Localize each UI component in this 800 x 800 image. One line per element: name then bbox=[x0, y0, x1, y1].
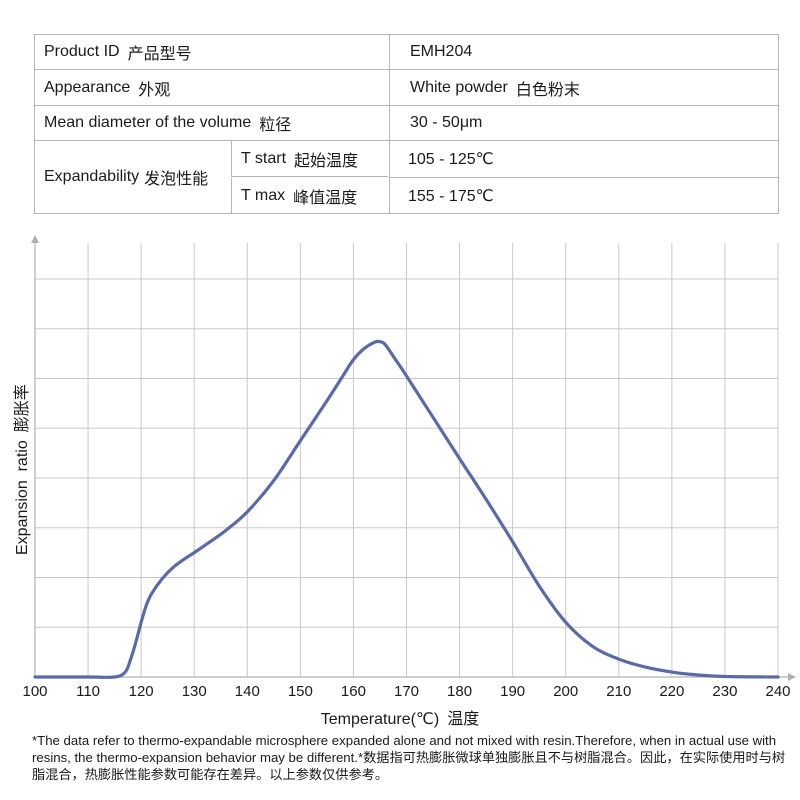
product-id-label-en: Product ID bbox=[44, 43, 120, 60]
y-axis-label-cn: 膨胀率 bbox=[14, 384, 31, 433]
spec-table: Product ID 产品型号 EMH204 Appearance 外观 Whi… bbox=[34, 34, 779, 214]
footnote: *The data refer to thermo-expandable mic… bbox=[32, 733, 786, 782]
y-axis-label-en: Expansion ratio bbox=[14, 440, 31, 555]
expandability-label-en: Expandability bbox=[44, 168, 140, 185]
mean-diameter-label: Mean diameter of the volume 粒径 bbox=[34, 106, 398, 140]
product-id-label-cn: 产品型号 bbox=[127, 46, 192, 63]
appearance-label-en: Appearance bbox=[44, 78, 131, 96]
expansion-chart: 100 110 120 130 140 150 160 170 180 190 200 210 220 2… bbox=[0, 225, 800, 730]
x-tick-label: 190 bbox=[500, 683, 525, 700]
t-start-label-en: T start bbox=[241, 149, 287, 167]
x-tick-label: 180 bbox=[447, 683, 472, 700]
y-axis-label: Expansion ratio 膨胀率 bbox=[8, 325, 32, 555]
chart-canvas: 100 110 120 130 140 150 160 170 180 190 200 210 220 2… bbox=[22, 235, 796, 700]
x-axis-label-en: Temperature(℃) bbox=[320, 711, 440, 728]
mean-diameter-value: 30 - 50μm bbox=[389, 106, 779, 140]
x-tick-label: 100 bbox=[22, 683, 47, 700]
x-tick-label: 140 bbox=[235, 683, 260, 700]
x-axis-arrow bbox=[788, 673, 796, 681]
product-id-value: EMH204 bbox=[389, 35, 779, 69]
expandability-label-cn: 发泡性能 bbox=[144, 171, 209, 188]
y-axis-arrow bbox=[31, 235, 39, 243]
x-axis-label: Temperature(℃) 温度 bbox=[0, 705, 800, 729]
x-axis-label-cn: 温度 bbox=[447, 711, 480, 728]
appearance-value-cn: 白色粉末 bbox=[515, 81, 580, 99]
expandability-label: Expandability 发泡性能 bbox=[34, 141, 240, 213]
appearance-label-cn: 外观 bbox=[138, 81, 171, 99]
t-max-label-cn: 峰值温度 bbox=[293, 189, 358, 207]
appearance-label: Appearance 外观 bbox=[34, 70, 398, 105]
x-tick-label: 160 bbox=[341, 683, 366, 700]
table-row-appearance: Appearance 外观 White powder 白色粉末 bbox=[34, 70, 779, 106]
x-tick-label: 120 bbox=[129, 683, 154, 700]
mean-diameter-label-en: Mean diameter of the volume bbox=[44, 114, 252, 131]
appearance-value: White powder 白色粉末 bbox=[389, 70, 779, 105]
x-tick-label: 170 bbox=[394, 683, 419, 700]
t-start-label-cn: 起始温度 bbox=[294, 152, 359, 170]
t-max-label-en: T max bbox=[241, 186, 286, 204]
t-max-label: T max 峰值温度 bbox=[231, 178, 388, 213]
x-tick-label: 210 bbox=[606, 683, 631, 700]
t-start-label: T start 起始温度 bbox=[231, 141, 388, 177]
mean-diameter-label-cn: 粒径 bbox=[259, 117, 292, 134]
table-row-product-id: Product ID 产品型号 EMH204 bbox=[34, 35, 779, 70]
x-tick-label: 240 bbox=[765, 683, 790, 700]
x-tick-label: 130 bbox=[182, 683, 207, 700]
x-tick-label: 110 bbox=[76, 683, 100, 700]
x-tick-label: 200 bbox=[553, 683, 578, 700]
expansion-ratio-line bbox=[33, 339, 780, 679]
x-tick-label: 220 bbox=[659, 683, 684, 700]
t-start-value: 105 - 125℃ bbox=[389, 141, 779, 178]
t-max-value: 155 - 175℃ bbox=[389, 178, 779, 213]
table-row-mean-diameter: Mean diameter of the volume 粒径 30 - 50μm bbox=[34, 106, 779, 141]
x-tick-label: 230 bbox=[712, 683, 737, 700]
product-id-label: Product ID 产品型号 bbox=[34, 35, 398, 69]
table-row-expandability: Expandability 发泡性能 T start 起始温度 105 - 12… bbox=[34, 141, 779, 213]
appearance-value-en: White powder bbox=[410, 78, 508, 96]
x-tick-label: 150 bbox=[288, 683, 313, 700]
